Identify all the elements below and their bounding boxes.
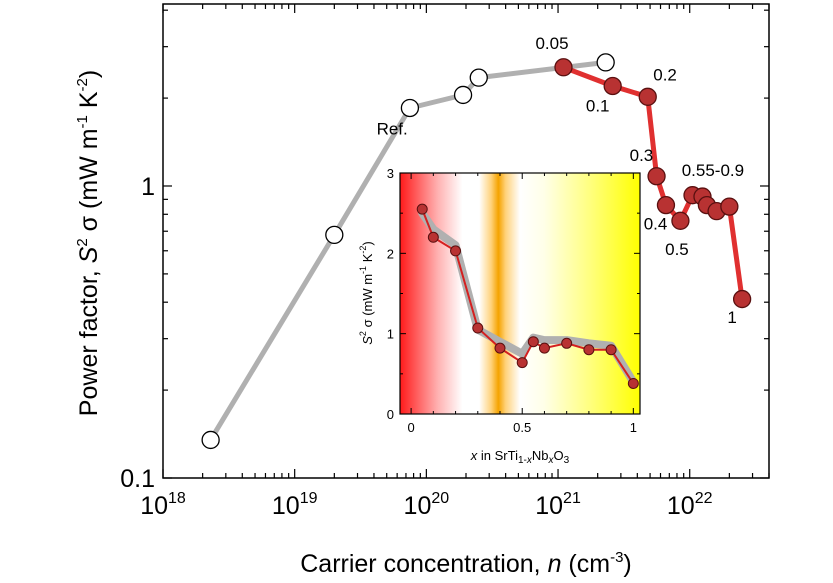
x-tick-exponent: 18	[168, 490, 186, 507]
x-tick-label: 1019	[272, 490, 318, 520]
inset-data-point	[538, 342, 550, 354]
x-tick-label: 1021	[535, 490, 581, 520]
inset-band-line	[418, 209, 638, 386]
inset-chart: 0 0.5 1 0 1 2 3 x in SrTi1-xNbxO3 S2 σ (mW m-1…	[358, 166, 641, 466]
main-series	[201, 53, 752, 450]
main-data-point	[732, 289, 752, 309]
inset-data-point	[605, 344, 617, 356]
inset-data-point	[416, 203, 428, 215]
main-data-point	[671, 211, 690, 230]
x-tick-label: 1018	[140, 490, 186, 520]
inset-tick-labels: 0 0.5 1 0 1 2 3	[387, 166, 637, 435]
point-annotation: Ref.	[377, 120, 408, 139]
point-annotation: 0.3	[630, 146, 654, 165]
main-data-point	[400, 98, 420, 118]
y-tick-label: 0.1	[120, 465, 155, 493]
x-tick-base: 10	[272, 492, 300, 520]
main-x-axis-label: Carrier concentration, n (cm-3)	[300, 549, 632, 578]
main-y-axis-label: Power factor, S2 σ (mW m-1 K-2)	[74, 70, 103, 416]
inset-y-tick-label: 2	[387, 246, 394, 261]
x-tick-base: 10	[404, 492, 432, 520]
inset-data-point	[627, 377, 639, 389]
inset-x-tick-label: 0	[407, 420, 414, 435]
main-data-point	[603, 76, 622, 96]
point-annotation: 0.5	[665, 240, 689, 259]
main-data-point	[201, 430, 220, 450]
inset-x-tick-label: 0.5	[513, 420, 531, 435]
point-annotation: 1	[727, 308, 736, 327]
y-tick-label: 1	[141, 173, 155, 201]
inset-data-point	[583, 344, 595, 356]
main-series-line-0	[208, 59, 606, 442]
x-tick-exponent: 22	[695, 490, 713, 507]
inset-y-tick-label: 0	[387, 407, 394, 422]
point-annotation: 0.1	[586, 96, 610, 115]
main-data-point	[469, 68, 488, 87]
inset-ticks	[400, 172, 640, 415]
inset-data-point	[450, 245, 462, 257]
inset-y-tick-label: 3	[387, 166, 394, 181]
main-data-point	[554, 58, 573, 77]
x-tick-exponent: 21	[563, 490, 581, 507]
main-ticks	[162, 4, 770, 479]
point-annotation: 0.4	[644, 214, 668, 233]
inset-background	[400, 173, 640, 414]
main-annotations: Ref. 0.05 0.1 0.2 0.3 0.4 0.5 0.55-0.9 1	[377, 34, 745, 327]
main-data-point	[656, 195, 676, 215]
point-annotation: 0.05	[535, 34, 568, 53]
inset-band-polyline	[418, 209, 638, 386]
x-tick-base: 10	[535, 492, 563, 520]
inset-data-point	[561, 337, 573, 349]
inset-x-axis-label: x in SrTi1-xNbxO3	[470, 448, 570, 466]
x-tick-exponent: 20	[431, 490, 449, 507]
inset-data-point	[516, 357, 528, 369]
point-annotation: 0.55-0.9	[682, 161, 744, 180]
main-data-point	[453, 85, 473, 105]
inset-y-axis-label: S2 σ (mW m-1 K-2)	[358, 241, 375, 344]
inset-data-point	[527, 336, 539, 348]
x-tick-label: 1022	[667, 490, 713, 520]
x-tick-label: 1020	[404, 490, 450, 520]
main-data-point	[325, 225, 344, 245]
inset-y-tick-label: 1	[387, 327, 394, 342]
main-data-point	[720, 197, 739, 216]
point-annotation: 0.2	[653, 65, 677, 84]
inset-data-point	[427, 231, 439, 243]
main-data-point	[647, 167, 666, 186]
inset-x-tick-label: 1	[630, 420, 637, 435]
main-data-point	[596, 53, 615, 72]
x-tick-base: 10	[140, 492, 168, 520]
inset-series	[416, 203, 639, 389]
inset-data-point	[472, 322, 484, 334]
inset-data-point	[494, 342, 506, 354]
main-data-point	[638, 87, 657, 106]
x-tick-base: 10	[667, 492, 695, 520]
x-tick-exponent: 19	[300, 490, 318, 507]
